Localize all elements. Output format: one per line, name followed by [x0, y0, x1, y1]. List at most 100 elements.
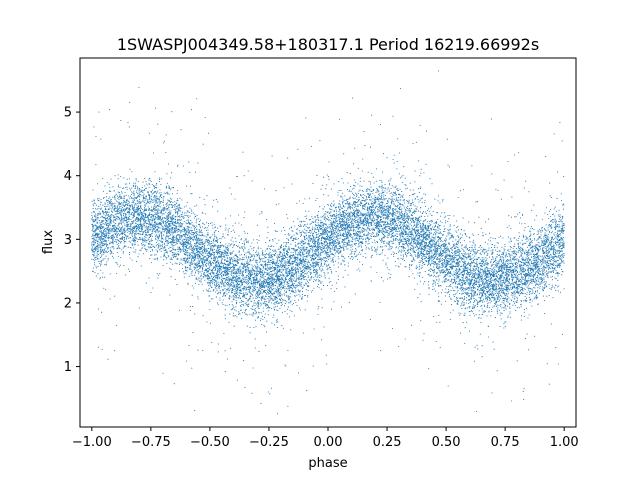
data-point — [419, 188, 421, 190]
data-point — [328, 252, 330, 254]
data-point — [404, 266, 406, 268]
data-point — [367, 243, 369, 245]
data-point — [538, 270, 540, 272]
data-point — [294, 287, 297, 289]
data-point — [296, 262, 298, 264]
data-point — [276, 297, 278, 299]
data-point — [272, 239, 274, 241]
data-point — [254, 309, 256, 311]
data-point — [233, 297, 235, 299]
data-point — [166, 235, 168, 237]
data-point — [110, 227, 112, 229]
data-point — [284, 257, 287, 259]
data-point — [373, 209, 375, 211]
data-point — [354, 197, 356, 199]
data-point — [423, 238, 425, 240]
data-point — [407, 246, 409, 248]
data-point — [357, 209, 359, 211]
data-point — [513, 257, 515, 259]
data-point — [108, 235, 110, 237]
data-point — [154, 211, 156, 213]
data-point — [358, 240, 360, 242]
data-point — [207, 264, 209, 266]
data-point — [254, 338, 256, 340]
data-point — [122, 204, 124, 206]
data-point — [111, 202, 113, 204]
data-point — [150, 219, 152, 221]
data-point — [135, 179, 137, 181]
data-point — [409, 202, 411, 204]
data-point — [234, 273, 236, 275]
data-point — [122, 203, 124, 205]
data-point — [523, 229, 525, 231]
data-point — [326, 228, 328, 230]
data-point — [452, 237, 454, 239]
data-point — [180, 232, 182, 234]
data-point — [100, 241, 102, 244]
data-point — [207, 277, 209, 279]
data-point — [274, 301, 276, 304]
data-point — [400, 216, 402, 219]
data-point — [393, 194, 395, 196]
data-points — [91, 70, 565, 415]
data-point — [473, 360, 475, 362]
data-point — [260, 283, 262, 285]
data-point — [543, 299, 546, 302]
data-point — [203, 223, 205, 225]
data-point — [291, 235, 293, 237]
data-point — [364, 221, 366, 224]
data-point — [515, 216, 517, 218]
data-point — [252, 288, 254, 291]
data-point — [334, 203, 336, 205]
data-point — [135, 231, 137, 233]
data-point — [228, 227, 230, 230]
data-point — [200, 279, 202, 281]
data-point — [185, 254, 187, 256]
data-point — [270, 254, 272, 256]
data-point — [490, 250, 492, 252]
data-point — [465, 257, 467, 259]
data-point — [137, 188, 139, 190]
data-point — [353, 179, 355, 181]
data-point — [196, 234, 198, 236]
data-point — [285, 252, 287, 254]
data-point — [242, 312, 244, 314]
data-point — [464, 253, 466, 256]
data-point — [170, 268, 172, 270]
data-point — [104, 276, 106, 278]
data-point — [102, 190, 104, 192]
data-point — [523, 315, 525, 318]
data-point — [332, 226, 334, 229]
data-point — [145, 282, 147, 284]
data-point — [296, 238, 298, 240]
data-point — [128, 237, 130, 239]
data-point — [332, 218, 334, 220]
data-point — [502, 278, 505, 280]
data-point — [229, 187, 231, 189]
data-point — [488, 280, 490, 282]
data-point — [217, 343, 220, 345]
data-point — [452, 290, 454, 292]
data-point — [549, 240, 551, 242]
data-point — [156, 259, 158, 261]
data-point — [140, 249, 142, 251]
data-point — [255, 272, 257, 274]
data-point — [256, 280, 258, 282]
data-point — [117, 184, 119, 186]
data-point — [208, 223, 210, 225]
data-point — [415, 265, 418, 267]
data-point — [411, 199, 414, 201]
data-point — [286, 237, 288, 240]
data-point — [118, 213, 120, 215]
data-point — [263, 285, 265, 288]
data-point — [407, 224, 409, 226]
data-point — [366, 206, 369, 208]
data-point — [561, 239, 563, 241]
data-point — [203, 248, 205, 250]
data-point — [505, 304, 507, 307]
data-point — [220, 238, 222, 240]
data-point — [135, 182, 137, 184]
data-point — [502, 262, 504, 264]
data-point — [118, 191, 120, 194]
data-point — [209, 222, 212, 224]
